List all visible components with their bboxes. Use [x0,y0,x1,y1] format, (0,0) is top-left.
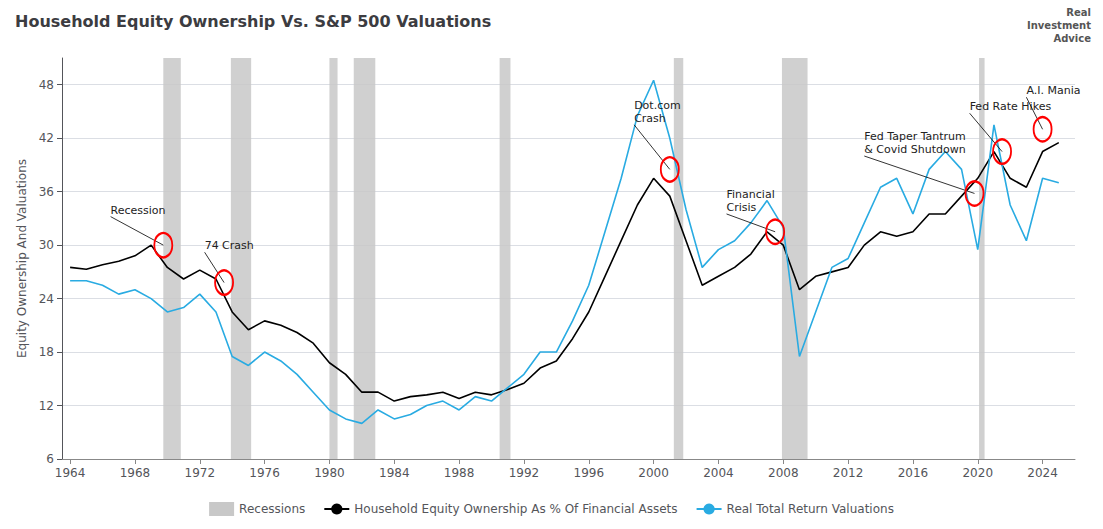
svg-text:2016: 2016 [898,466,929,480]
svg-text:1984: 1984 [379,466,410,480]
svg-text:& Covid Shutdown: & Covid Shutdown [864,143,965,156]
svg-text:2000: 2000 [638,466,669,480]
svg-text:1988: 1988 [444,466,475,480]
svg-text:Crisis: Crisis [727,201,757,214]
svg-text:24: 24 [39,292,54,306]
svg-text:6: 6 [46,452,54,466]
svg-text:Fed Rate Hikes: Fed Rate Hikes [970,100,1052,113]
svg-text:48: 48 [39,78,54,92]
svg-text:Recessions: Recessions [239,502,305,516]
svg-text:42: 42 [39,131,54,145]
svg-text:74 Crash: 74 Crash [205,239,254,252]
svg-text:Dot.com: Dot.com [634,99,681,112]
svg-text:Real Total Return Valuations: Real Total Return Valuations [727,502,894,516]
svg-text:2004: 2004 [703,466,734,480]
svg-text:1972: 1972 [184,466,215,480]
svg-text:2012: 2012 [833,466,864,480]
svg-text:Household Equity Ownership As: Household Equity Ownership As % Of Finan… [354,502,677,516]
svg-text:1980: 1980 [314,466,345,480]
svg-text:Equity Ownership And Valuation: Equity Ownership And Valuations [15,159,29,358]
svg-text:Financial: Financial [727,188,775,201]
svg-text:A.I. Mania: A.I. Mania [1026,84,1080,97]
svg-text:12: 12 [39,399,54,413]
svg-text:Advice: Advice [1053,33,1091,44]
svg-text:1968: 1968 [120,466,151,480]
svg-text:Recession: Recession [111,204,166,217]
svg-text:2008: 2008 [768,466,799,480]
svg-text:1992: 1992 [509,466,540,480]
svg-text:1996: 1996 [573,466,604,480]
svg-text:1964: 1964 [55,466,86,480]
svg-text:36: 36 [39,185,54,199]
svg-text:18: 18 [39,345,54,359]
svg-text:Fed Taper Tantrum: Fed Taper Tantrum [864,130,966,143]
svg-text:30: 30 [39,238,54,252]
svg-text:Investment: Investment [1027,20,1091,31]
svg-text:2020: 2020 [962,466,993,480]
svg-text:Household Equity Ownership Vs.: Household Equity Ownership Vs. S&P 500 V… [15,12,491,31]
svg-text:2024: 2024 [1027,466,1058,480]
svg-text:Real: Real [1066,7,1091,18]
svg-text:1976: 1976 [249,466,280,480]
svg-text:Crash: Crash [634,112,666,125]
